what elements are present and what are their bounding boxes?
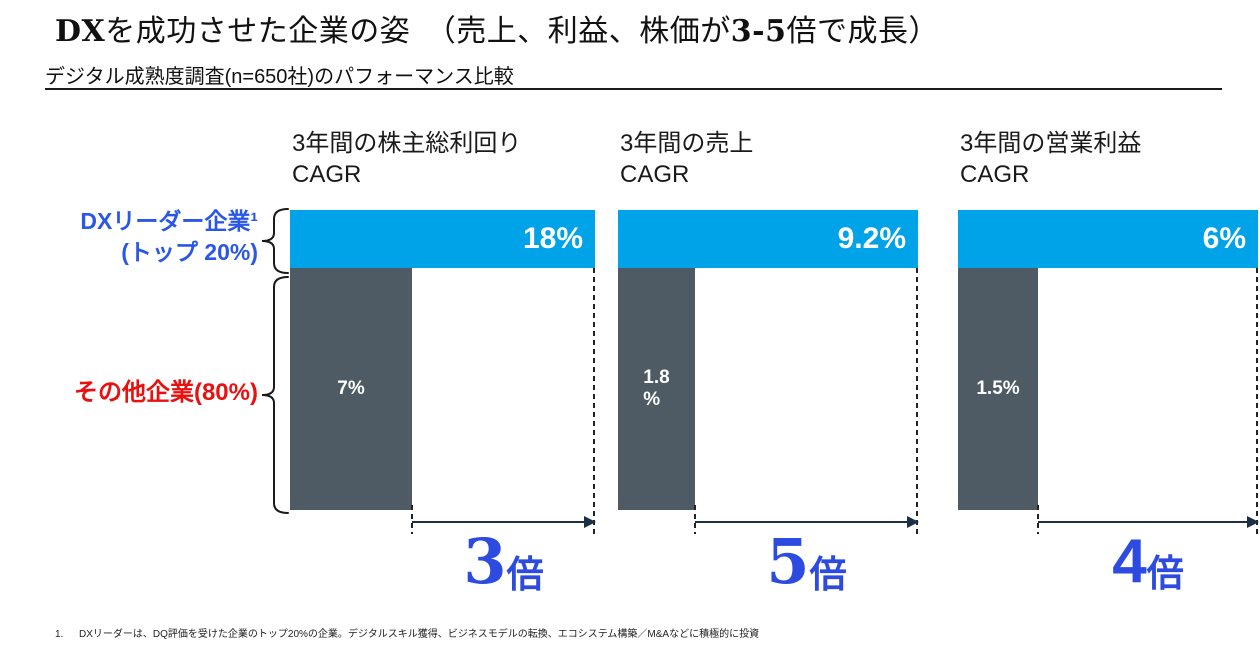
title-segment-main: を成功させた企業の姿 （売上、利益、株価が [105, 14, 731, 49]
multiplier-number: 3 [463, 525, 507, 598]
other-bar: 7% [290, 268, 412, 510]
leader-bar-value: 6% [1202, 222, 1246, 255]
chart-panel-operating-profit: 3年間の営業利益 CAGR 6% 1.5% 4倍 [958, 126, 1259, 626]
row-label-others: その他企業(80%) [73, 379, 258, 406]
footnote: 1. DXリーダーは、DQ評価を受けた企業のトップ20%の企業。デジタルスキル獲得… [55, 625, 759, 640]
row-label-dx-leaders-line1: DXリーダー企業¹ [80, 208, 258, 234]
multiplier-unit: 倍 [809, 554, 847, 595]
multiplier-zone: 3倍 [412, 530, 595, 596]
other-bar-dashed-line [1037, 505, 1039, 534]
chart-header-line1: 3年間の売上 [620, 130, 754, 157]
chart-header: 3年間の営業利益 CAGR [960, 128, 1141, 190]
other-bar-dashed-line [411, 505, 413, 534]
multiplier-zone: 4倍 [1038, 527, 1258, 596]
growth-arrow [695, 516, 919, 528]
multiplier-number: 5 [766, 525, 810, 598]
other-bar-value: 1.5% [976, 378, 1020, 399]
subtitle: デジタル成熟度調査(n=650社)のパフォーマンス比較 [45, 66, 514, 88]
divider-rule [45, 88, 1222, 90]
chart-header-line2: CAGR [292, 161, 362, 188]
leader-bar-value: 9.2% [837, 222, 906, 255]
growth-arrow [1038, 516, 1259, 528]
brace-others-row [261, 276, 289, 514]
chart-header-line1: 3年間の営業利益 [960, 130, 1142, 157]
multiplier-unit: 倍 [506, 554, 544, 595]
title-segment-range: 3-5 [730, 14, 787, 49]
title-segment-tail: 倍で成長） [786, 14, 939, 49]
brace-leader-row [261, 208, 289, 274]
multiplier-zone: 5倍 [695, 530, 918, 596]
arrow-head-icon [1247, 516, 1259, 528]
leader-bar-dashed-line [916, 268, 918, 534]
row-label-dx-leaders-line2: (トップ 20%) [121, 239, 258, 265]
other-bar: 1.8 % [618, 268, 695, 510]
leader-bar: 9.2% [618, 210, 918, 268]
multiplier-number: 4 [1112, 527, 1147, 596]
title-segment-dx: DX [55, 14, 106, 49]
leader-bar: 18% [290, 210, 595, 268]
chart-header-line2: CAGR [960, 161, 1030, 188]
leader-bar-value: 18% [522, 222, 583, 255]
footnote-text: DXリーダーは、DQ評価を受けた企業のトップ20%の企業。デジタルスキル獲得、ビ… [79, 629, 760, 640]
growth-arrow [412, 516, 596, 528]
chart-panel-revenue: 3年間の売上 CAGR 9.2% 1.8 % 5倍 [618, 126, 919, 626]
chart-header-line2: CAGR [620, 161, 690, 188]
row-braces [261, 208, 289, 514]
leader-bar-dashed-line [593, 268, 595, 534]
other-bar: 1.5% [958, 268, 1038, 510]
other-bar-value: 7% [337, 378, 365, 399]
page-title: DXを成功させた企業の姿 （売上、利益、株価が3-5倍で成長） [55, 6, 939, 50]
chart-header-line1: 3年間の株主総利回り [292, 130, 522, 157]
other-bar-value: 1.8 % [643, 367, 670, 410]
leader-bar-dashed-line [1256, 268, 1258, 534]
row-label-dx-leaders: DXリーダー企業¹ (トップ 20%) [0, 206, 258, 268]
chart-header: 3年間の売上 CAGR [620, 128, 753, 190]
chart-header: 3年間の株主総利回り CAGR [292, 128, 521, 190]
multiplier-unit: 倍 [1146, 553, 1184, 594]
other-bar-dashed-line [694, 505, 696, 534]
arrow-head-icon [584, 516, 596, 528]
leader-bar: 6% [958, 210, 1258, 268]
arrow-head-icon [907, 516, 919, 528]
chart-panel-tsr: 3年間の株主総利回り CAGR 18% 7% 3倍 [290, 126, 596, 626]
footnote-marker: 1. [55, 629, 64, 640]
